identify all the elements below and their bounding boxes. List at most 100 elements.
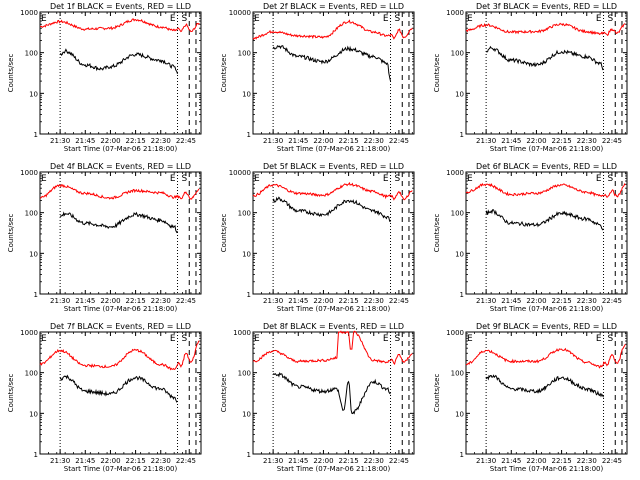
marker-label: S xyxy=(608,14,614,24)
plot-frame xyxy=(252,11,415,135)
chart-panel-3: Det 3f BLACK = Events, RED = LLD 1 10 100 10… xyxy=(433,2,628,153)
x-tick-label: 22:45 xyxy=(176,457,196,465)
plot-frame xyxy=(465,331,628,455)
plot-frame xyxy=(465,171,628,295)
series-lld-line xyxy=(252,181,413,201)
x-tick-label: 22:45 xyxy=(602,297,622,305)
x-axis-label: Start Time (07-Mar-06 21:18:00) xyxy=(64,305,178,313)
x-tick-label: 21:45 xyxy=(501,137,521,145)
y-tick-label: 1 xyxy=(460,291,464,299)
x-tick-label: 21:30 xyxy=(50,297,70,305)
panel-title: Det 9f BLACK = Events, RED = LLD xyxy=(476,322,617,331)
x-axis-label: Start Time (07-Mar-06 21:18:00) xyxy=(277,465,391,473)
y-axis-label: Counts/sec xyxy=(220,54,228,93)
marker-label: S xyxy=(395,14,401,24)
y-tick-label: 1 xyxy=(34,291,38,299)
series-lld-line xyxy=(465,182,626,198)
x-tick-label: 22:45 xyxy=(389,137,409,145)
marker-label: E xyxy=(383,14,389,24)
x-tick-label: 22:15 xyxy=(126,137,146,145)
x-tick-label: 22:45 xyxy=(176,297,196,305)
x-tick-label: 22:15 xyxy=(339,457,359,465)
y-tick-label: 100 xyxy=(238,370,251,378)
panel-title: Det 3f BLACK = Events, RED = LLD xyxy=(476,2,617,11)
series-events-line xyxy=(272,196,391,223)
series-lld-line xyxy=(465,22,626,37)
x-tick-label: 22:30 xyxy=(364,297,384,305)
chart-panel-5: Det 5f BLACK = Events, RED = LLD 1 10 100 10… xyxy=(220,162,415,313)
plot-frame xyxy=(39,11,202,135)
series-events-line xyxy=(59,211,178,234)
y-axis-label: Counts/sec xyxy=(433,54,441,93)
x-tick-label: 22:30 xyxy=(577,297,597,305)
x-tick-label: 21:45 xyxy=(75,137,95,145)
y-tick-label: 10 xyxy=(29,410,38,418)
marker-label: E xyxy=(41,334,47,344)
y-tick-label: 1 xyxy=(34,131,38,139)
y-tick-label: 10000 xyxy=(229,9,251,17)
x-axis-label: Start Time (07-Mar-06 21:18:00) xyxy=(490,465,604,473)
chart-panel-1: Det 1f BLACK = Events, RED = LLD 1 10 100 10… xyxy=(7,2,202,153)
x-tick-label: 21:30 xyxy=(476,457,496,465)
y-tick-label: 1000 xyxy=(20,169,38,177)
x-tick-label: 21:45 xyxy=(75,297,95,305)
y-tick-label: 1 xyxy=(247,451,251,459)
marker-label: E xyxy=(170,334,176,344)
y-axis-label: Counts/sec xyxy=(433,214,441,253)
marker-label: E xyxy=(254,334,260,344)
marker-label: E xyxy=(467,14,473,24)
series-lld-line xyxy=(39,340,200,371)
x-tick-label: 21:30 xyxy=(50,137,70,145)
panel-title: Det 6f BLACK = Events, RED = LLD xyxy=(476,162,617,171)
x-tick-label: 22:00 xyxy=(526,297,546,305)
series-events-line xyxy=(272,45,391,82)
x-tick-label: 21:30 xyxy=(50,457,70,465)
x-tick-label: 22:00 xyxy=(526,137,546,145)
plot-frame xyxy=(465,11,628,135)
chart-panel-7: Det 7f BLACK = Events, RED = LLD 1 10 100 10… xyxy=(7,322,202,473)
y-tick-label: 100 xyxy=(451,50,464,58)
marker-label: E xyxy=(467,334,473,344)
y-tick-label: 100 xyxy=(451,370,464,378)
y-tick-label: 1 xyxy=(460,451,464,459)
x-tick-label: 21:45 xyxy=(501,297,521,305)
x-tick-label: 21:45 xyxy=(288,297,308,305)
x-tick-label: 22:30 xyxy=(151,297,171,305)
y-tick-label: 1 xyxy=(34,451,38,459)
series-events-line xyxy=(485,374,604,398)
x-tick-label: 22:15 xyxy=(126,297,146,305)
x-tick-label: 21:45 xyxy=(75,457,95,465)
y-tick-label: 1000 xyxy=(446,169,464,177)
x-tick-label: 22:45 xyxy=(389,297,409,305)
panel-title: Det 7f BLACK = Events, RED = LLD xyxy=(50,322,191,331)
series-lld-line xyxy=(252,19,413,40)
x-tick-label: 22:30 xyxy=(364,137,384,145)
x-tick-label: 21:30 xyxy=(263,137,283,145)
x-tick-label: 22:00 xyxy=(313,297,333,305)
chart-panel-6: Det 6f BLACK = Events, RED = LLD 1 10 100 10… xyxy=(433,162,628,313)
y-tick-label: 10 xyxy=(455,410,464,418)
x-tick-label: 22:45 xyxy=(389,457,409,465)
chart-panel-2: Det 2f BLACK = Events, RED = LLD 1 10 100 10… xyxy=(220,2,415,153)
y-tick-label: 1000 xyxy=(233,329,251,337)
y-tick-label: 100 xyxy=(451,210,464,218)
panel-title: Det 1f BLACK = Events, RED = LLD xyxy=(50,2,191,11)
y-axis-label: Counts/sec xyxy=(7,54,15,93)
y-tick-label: 10 xyxy=(29,90,38,98)
x-tick-label: 22:15 xyxy=(552,297,572,305)
panel-title: Det 5f BLACK = Events, RED = LLD xyxy=(263,162,404,171)
x-tick-label: 22:45 xyxy=(602,457,622,465)
series-events-line xyxy=(59,374,178,403)
marker-label: E xyxy=(170,14,176,24)
y-tick-label: 100 xyxy=(238,50,251,58)
x-tick-label: 21:30 xyxy=(263,297,283,305)
marker-label: E xyxy=(596,334,602,344)
x-tick-label: 22:15 xyxy=(339,297,359,305)
y-tick-label: 1000 xyxy=(446,329,464,337)
series-lld-line xyxy=(252,330,413,365)
marker-label: S xyxy=(182,174,188,184)
panel-title: Det 4f BLACK = Events, RED = LLD xyxy=(50,162,191,171)
y-tick-label: 1000 xyxy=(446,9,464,17)
series-events-line xyxy=(485,45,604,71)
